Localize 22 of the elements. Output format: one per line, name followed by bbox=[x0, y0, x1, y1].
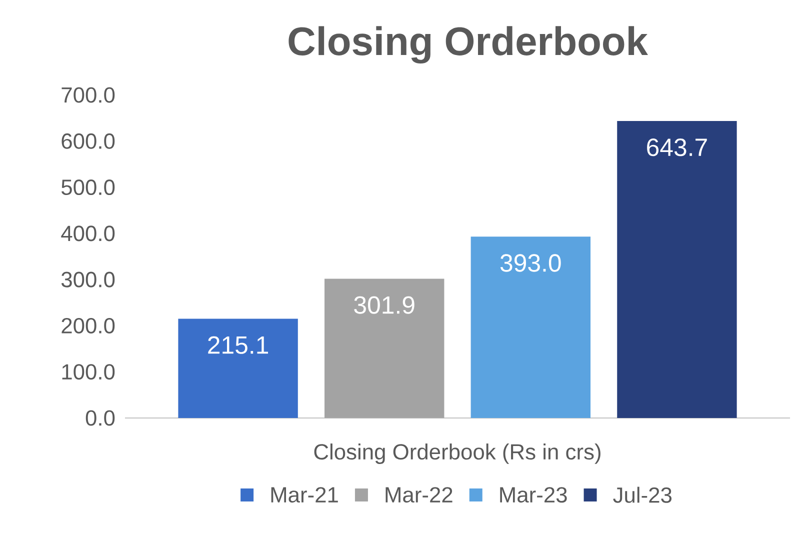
data-label: 643.7 bbox=[647, 138, 707, 156]
legend-label: Jul-23 bbox=[613, 486, 672, 503]
legend-label: Mar-22 bbox=[386, 487, 452, 503]
y-tick-label: 200.0 bbox=[62, 318, 115, 334]
bar bbox=[178, 318, 298, 418]
y-tick-label: 500.0 bbox=[62, 180, 115, 196]
y-tick-label: 600.0 bbox=[62, 133, 115, 149]
data-label: 215.1 bbox=[208, 336, 268, 354]
legend-label: Mar-21 bbox=[271, 487, 338, 503]
y-tick-label: 100.0 bbox=[62, 364, 115, 380]
y-tick-label: 400.0 bbox=[61, 226, 115, 242]
x-tick-label: Closing Orderbook (Rs in crs) bbox=[314, 444, 600, 464]
bar bbox=[470, 236, 591, 418]
data-label: 393.0 bbox=[500, 254, 561, 272]
y-tick-label: 0.0 bbox=[86, 410, 115, 426]
chart-title: Closing Orderbook bbox=[288, 26, 648, 64]
bar bbox=[617, 120, 737, 418]
bar bbox=[324, 278, 444, 418]
legend-label: Mar-23 bbox=[500, 487, 567, 503]
y-tick-label: 300.0 bbox=[61, 272, 115, 288]
data-label: 301.9 bbox=[354, 296, 414, 314]
y-tick-label: 700.0 bbox=[62, 87, 115, 103]
